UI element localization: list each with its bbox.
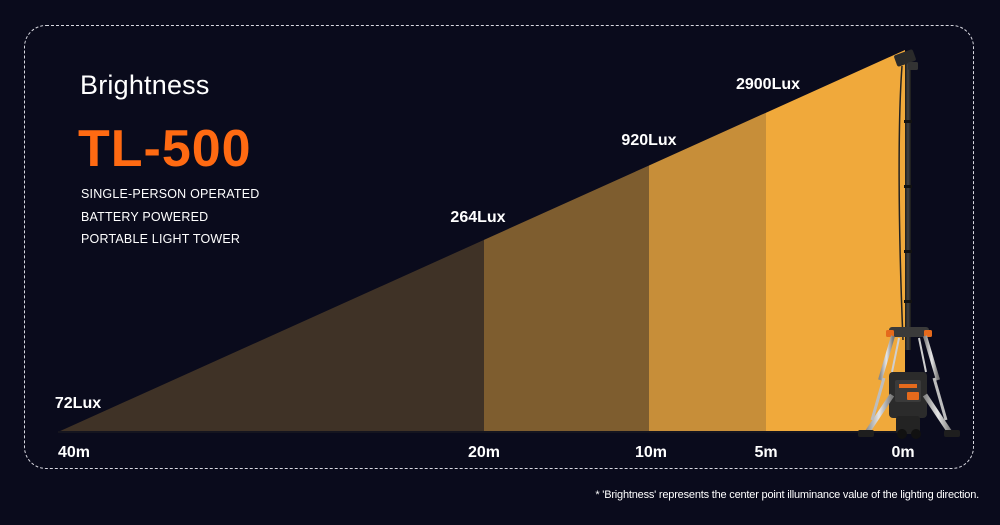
model-name: TL-500 [78, 120, 252, 178]
tick-label-20m: 20m [468, 444, 500, 461]
zones-layer [58, 50, 905, 433]
lux-label-20m: 264Lux [450, 209, 505, 226]
tick-label-0m: 0m [891, 444, 914, 461]
zone-10-5m [649, 112, 766, 433]
labels-layer: 40m 20m 10m 5m 0m 72Lux 264Lux 920Lux 2900Lux [55, 76, 915, 461]
feature-line-3: PORTABLE LIGHT TOWER [81, 232, 241, 246]
lux-label-40m: 72Lux [55, 395, 101, 412]
lux-label-10m: 920Lux [621, 132, 676, 149]
zone-20-10m [484, 165, 649, 432]
light-tower-icon [858, 49, 960, 439]
page-title: Brightness [80, 70, 210, 100]
zone-5-0m [766, 50, 905, 432]
lux-label-0m: 2900Lux [736, 76, 800, 93]
footnote: * 'Brightness' represents the center poi… [595, 489, 979, 501]
tick-label-40m: 40m [58, 444, 90, 461]
tick-label-5m: 5m [754, 444, 777, 461]
zone-40-20m [58, 239, 484, 432]
feature-line-1: SINGLE-PERSON OPERATED [81, 187, 260, 201]
feature-line-2: BATTERY POWERED [81, 210, 209, 224]
dashed-frame [24, 25, 974, 469]
tick-label-10m: 10m [635, 444, 667, 461]
